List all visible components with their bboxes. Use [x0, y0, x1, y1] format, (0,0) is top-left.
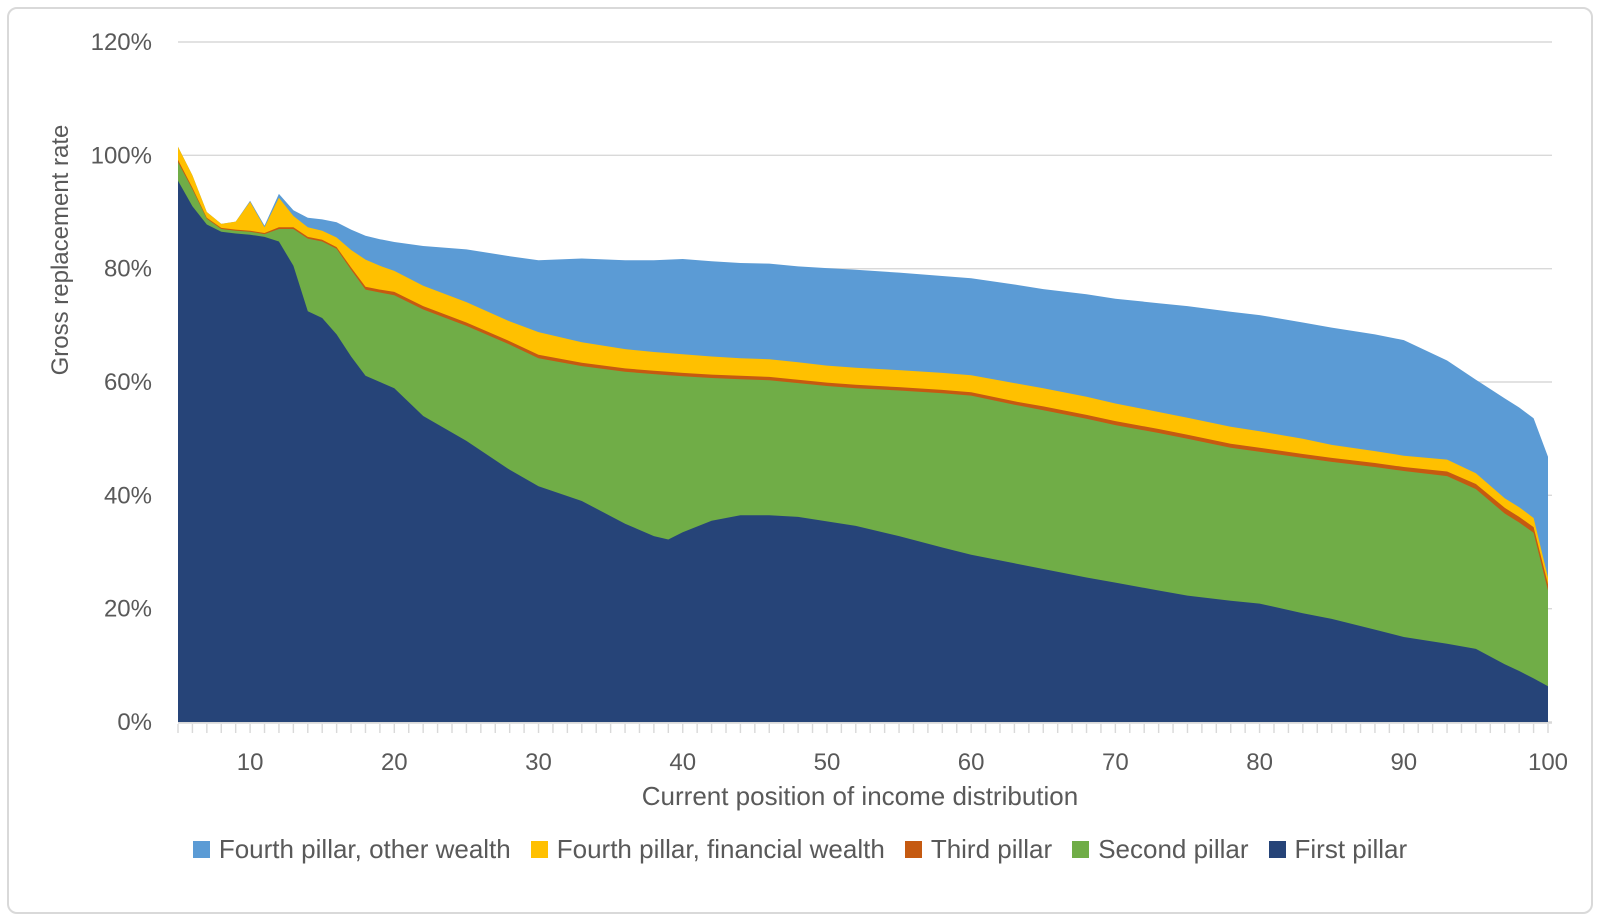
y-tick-label-20: 20% — [104, 596, 152, 623]
legend-swatch-fourth-pillar-other-wealth — [192, 841, 210, 858]
x-tick-label-20: 20 — [381, 749, 408, 776]
tick-labels: 0% 20% 40% 60% 80% 100% 120% 10 20 30 40 50 60 70 80 90… — [91, 29, 1568, 776]
x-tick-label-80: 80 — [1246, 749, 1273, 776]
y-axis-title: Gross replacement rate — [47, 125, 74, 376]
y-tick-label-80: 80% — [104, 256, 152, 283]
axes — [177, 722, 1552, 733]
legend-item-fourth-pillar-other-wealth: Fourth pillar, other wealth — [192, 834, 511, 865]
legend-label: Third pillar — [930, 834, 1053, 864]
area-series — [178, 146, 1548, 723]
y-tick-label-60: 60% — [104, 369, 152, 396]
x-tick-label-70: 70 — [1102, 749, 1129, 776]
x-tick-label-50: 50 — [814, 749, 841, 776]
area-first-pillar — [178, 180, 1548, 723]
legend-swatch-first-pillar — [1268, 841, 1286, 858]
x-tick-label-30: 30 — [525, 749, 552, 776]
x-tick-label-60: 60 — [958, 749, 985, 776]
legend-item-fourth-pillar-financial-wealth: Fourth pillar, financial wealth — [530, 834, 885, 865]
legend-item-second-pillar: Second pillar — [1072, 834, 1249, 865]
y-tick-label-40: 40% — [104, 482, 152, 509]
legend-item-first-pillar: First pillar — [1268, 834, 1408, 865]
x-tick-label-100: 100 — [1528, 749, 1568, 776]
legend-label: Fourth pillar, other wealth — [218, 834, 511, 864]
legend-swatch-fourth-pillar-financial-wealth — [530, 841, 548, 858]
legend-label: First pillar — [1294, 834, 1408, 864]
legend-label: Second pillar — [1098, 834, 1249, 864]
legend-label: Fourth pillar, financial wealth — [556, 834, 885, 864]
x-tick-label-90: 90 — [1390, 749, 1417, 776]
legend-item-third-pillar: Third pillar — [904, 834, 1053, 865]
x-axis-title: Current position of income distribution — [642, 781, 1078, 811]
x-tick-label-10: 10 — [237, 749, 264, 776]
legend: Fourth pillar, other wealth Fourth pillar… — [0, 834, 1600, 865]
legend-swatch-second-pillar — [1072, 841, 1090, 858]
legend-swatch-third-pillar — [904, 841, 922, 858]
y-tick-label-120: 120% — [91, 29, 152, 56]
x-tick-label-40: 40 — [669, 749, 696, 776]
y-tick-label-100: 100% — [91, 142, 152, 169]
y-tick-label-0: 0% — [117, 709, 152, 736]
